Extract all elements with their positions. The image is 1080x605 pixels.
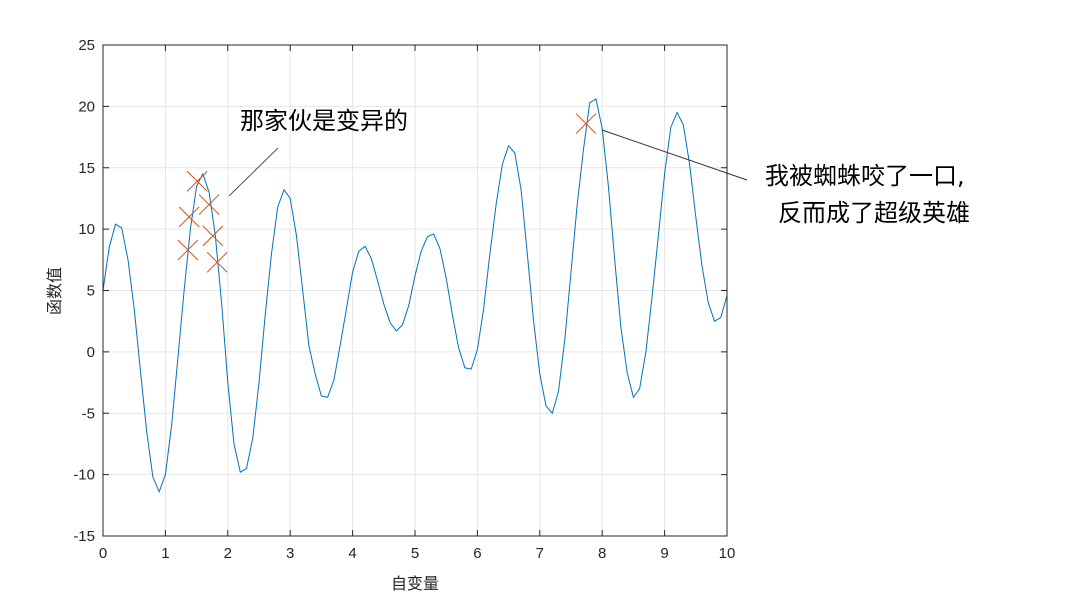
y-tick-label: 20 [78,98,95,115]
x-marker [177,239,199,261]
x-tick-label: 7 [536,545,544,562]
x-marker-stroke [202,225,224,247]
x-marker-stroke [177,239,199,261]
x-tick-label: 8 [598,545,606,562]
x-marker-stroke [186,170,208,192]
x-marker-stroke [178,206,200,228]
y-tick-label: 10 [78,221,95,238]
y-axis-label: 函数值 [45,267,64,315]
x-marker-stroke [575,113,597,134]
x-marker [186,170,208,192]
y-tick-label: 5 [87,283,95,300]
x-tick-label: 3 [286,545,294,562]
annotation-arrow-1 [228,147,279,197]
x-marker [206,251,228,273]
annotation-text-2-line2: 反而成了超级英雄 [778,199,970,227]
x-tick-label: 5 [411,545,419,562]
x-axis-label: 自变量 [391,574,439,593]
y-tick-label: 15 [78,160,95,177]
x-tick-label: 9 [660,545,668,562]
x-tick-label: 1 [161,545,169,562]
series-line [102,98,728,494]
y-tick-label: -15 [73,528,95,545]
x-marker [198,194,220,215]
x-tick-label: 10 [719,545,736,562]
annotation-text-1: 那家伙是变异的 [240,107,408,135]
x-marker-stroke [206,251,228,273]
annotation-text-2-line1: 我被蜘蛛咬了一口, [765,162,965,190]
y-tick-label: -10 [73,467,95,484]
tick-labels: 0 1 2 3 4 5 6 7 8 9 10 -15 -10 -5 0 5 10 15 20 25 [73,37,735,562]
x-tick-label: 4 [348,545,356,562]
x-tick-label: 6 [473,545,481,562]
x-marker [202,225,224,247]
x-tick-label: 0 [99,545,107,562]
annotation-arrow-2 [601,129,748,181]
grid [102,44,728,537]
x-tick-label: 2 [224,545,232,562]
y-tick-label: 0 [87,344,95,361]
y-tick-label: -5 [82,405,95,422]
markers-layer [177,113,597,273]
plot-box [102,44,728,537]
axes [102,44,728,537]
x-marker [575,113,597,134]
x-marker-stroke [198,194,220,215]
series-layer [102,98,728,494]
y-tick-label: 25 [78,37,95,54]
x-marker [178,206,200,228]
